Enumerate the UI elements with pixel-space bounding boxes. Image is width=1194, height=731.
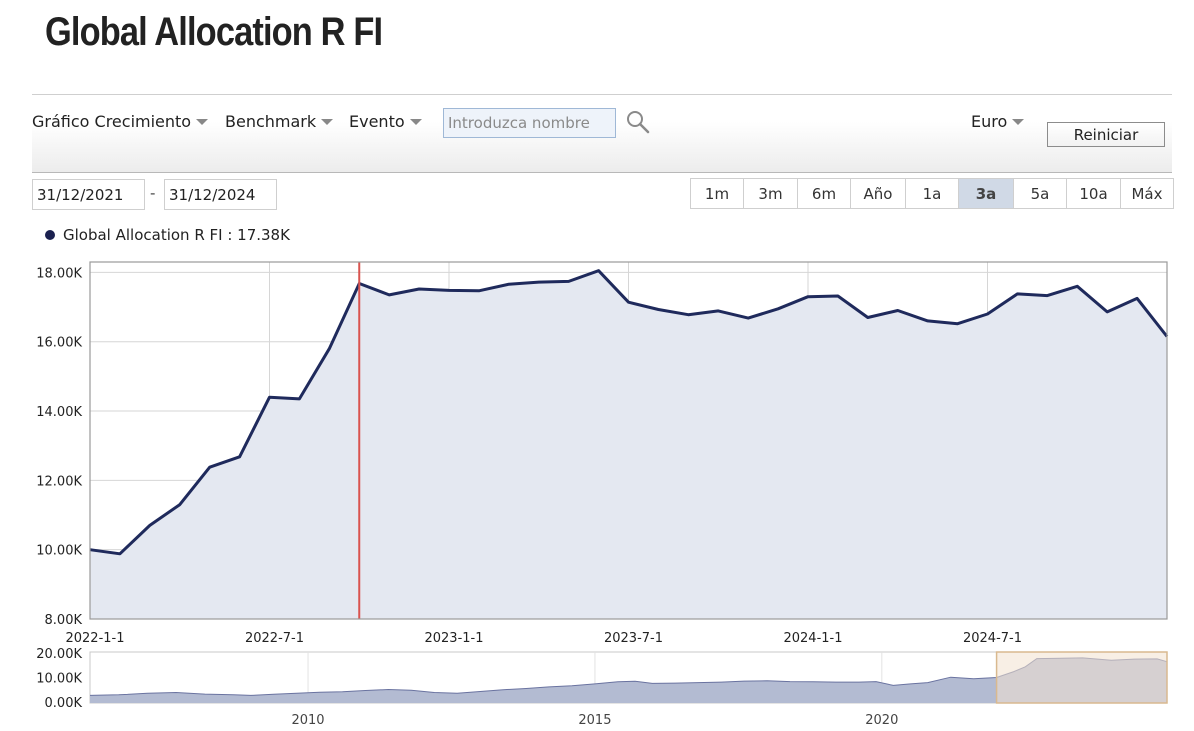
legend-marker (45, 230, 55, 240)
navigator-y-tick-label: 20.00K (36, 647, 82, 662)
search-icon[interactable] (626, 110, 650, 134)
navigator-series-area (90, 657, 1167, 703)
series-line[interactable] (89, 269, 1169, 556)
event-dropdown[interactable]: Evento (349, 112, 422, 131)
main-chart-series (89, 262, 1169, 619)
x-tick-label: 2022-1-1 (65, 631, 124, 646)
start-date-input[interactable] (32, 179, 145, 210)
navigator-selection[interactable] (995, 651, 1168, 704)
benchmark-dropdown[interactable]: Benchmark (225, 112, 334, 131)
event-label: Evento (349, 112, 405, 131)
x-tick-label: 2024-1-1 (783, 631, 842, 646)
chevron-down-icon (409, 118, 422, 125)
end-date-input[interactable] (164, 179, 277, 210)
y-tick-label: 18.00K (36, 266, 82, 281)
currency-dropdown[interactable]: Euro (971, 112, 1025, 131)
navigator-y-tick-label: 10.00K (36, 672, 82, 687)
y-tick-label: 12.00K (36, 474, 82, 489)
period-button-0[interactable]: 1m (691, 179, 744, 208)
period-button-3[interactable]: Año (851, 179, 906, 208)
navigator-x-tick-label: 2020 (865, 713, 898, 728)
date-range-separator: - (150, 184, 156, 202)
x-tick-label: 2022-7-1 (245, 631, 304, 646)
period-button-7[interactable]: 10a (1067, 179, 1121, 208)
legend-label: Global Allocation R FI : 17.38K (63, 226, 290, 244)
navigator-chart: 2010 2015 2020 0.00K 10.00K 20.00K (36, 647, 1168, 728)
chevron-down-icon (196, 118, 209, 125)
navigator-x-tick-label: 2010 (291, 713, 324, 728)
x-tick-label: 2023-1-1 (424, 631, 483, 646)
search-input[interactable] (443, 108, 616, 138)
currency-label: Euro (971, 112, 1008, 131)
period-button-6[interactable]: 5a (1014, 179, 1067, 208)
benchmark-label: Benchmark (225, 112, 317, 131)
period-button-2[interactable]: 6m (798, 179, 851, 208)
y-tick-label: 14.00K (36, 405, 82, 420)
period-selector: 1m 3m 6m Año 1a 3a 5a 10a Máx (690, 178, 1174, 209)
chart-legend[interactable]: Global Allocation R FI : 17.38K (45, 226, 290, 244)
chart-toolbar: Gráfico Crecimiento Benchmark Evento Eur… (32, 94, 1172, 173)
plot-border (89, 261, 1168, 620)
period-button-5[interactable]: 3a (959, 179, 1014, 208)
chevron-down-icon (1012, 118, 1025, 125)
x-tick-label: 2023-7-1 (604, 631, 663, 646)
y-tick-label: 16.00K (36, 336, 82, 351)
navigator-x-tick-label: 2015 (578, 713, 611, 728)
navigator-y-tick-label: 0.00K (45, 696, 83, 711)
y-tick-label: 10.00K (36, 544, 82, 559)
growth-chart-dropdown[interactable]: Gráfico Crecimiento (32, 112, 209, 131)
period-button-8[interactable]: Máx (1121, 179, 1174, 208)
period-button-1[interactable]: 3m (744, 179, 798, 208)
chevron-down-icon (321, 118, 334, 125)
growth-chart-label: Gráfico Crecimiento (32, 112, 192, 131)
main-chart-axes: 8.00K 10.00K 12.00K 14.00K 16.00K 18.00K 2022-… (36, 261, 1168, 646)
period-button-4[interactable]: 1a (906, 179, 959, 208)
page-title: Global Allocation R FI (45, 10, 383, 54)
reset-button[interactable]: Reiniciar (1047, 122, 1165, 147)
x-tick-label: 2024-7-1 (963, 631, 1022, 646)
y-tick-label: 8.00K (45, 613, 83, 628)
